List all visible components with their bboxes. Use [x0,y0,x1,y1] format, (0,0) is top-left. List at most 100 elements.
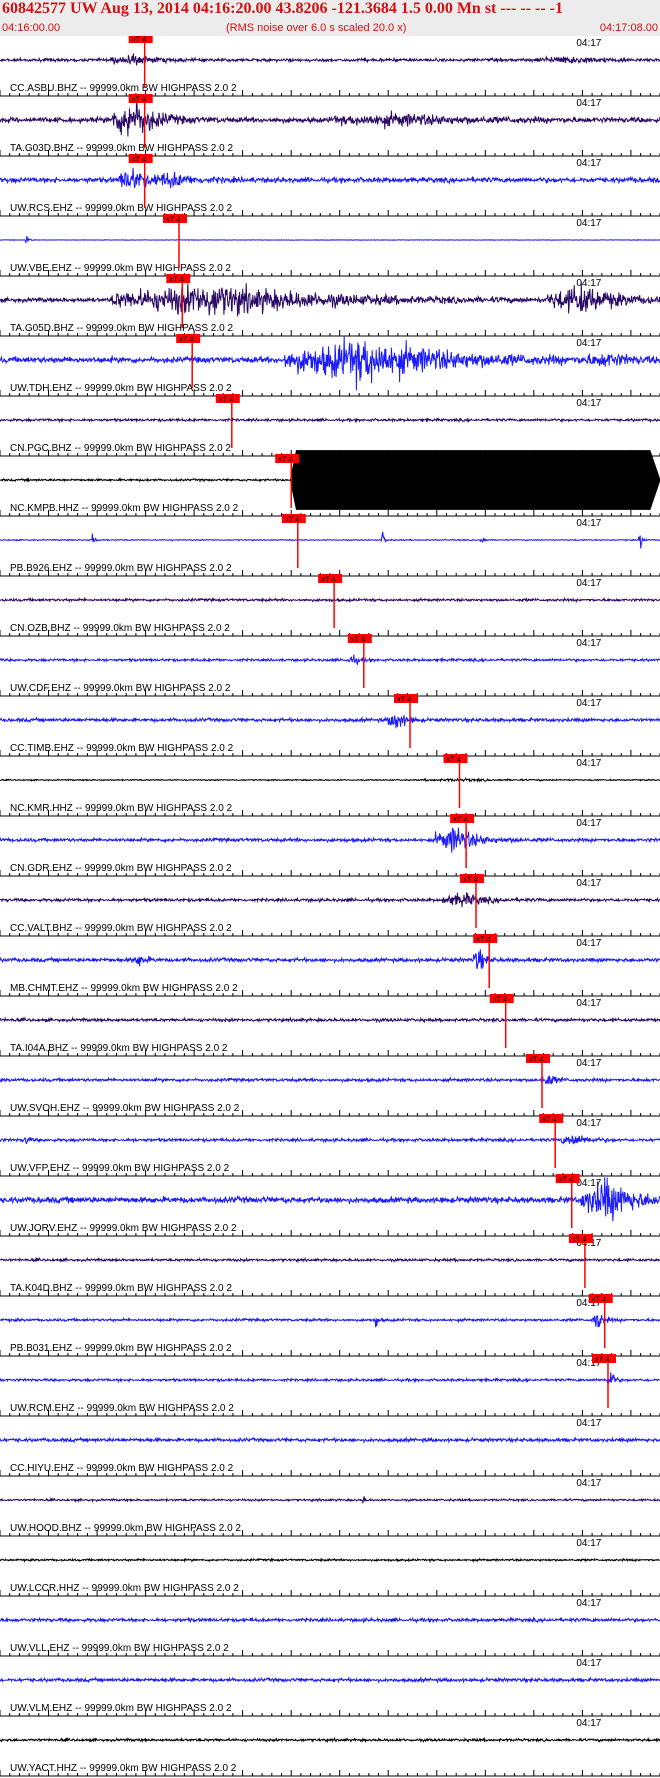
pick-label: xT 4 [179,335,193,344]
time-ticks [0,1050,660,1056]
minute-tick-label: 04:17 [576,1718,601,1729]
pick-flag [128,154,153,163]
pick-label: xT 4 [542,1115,556,1124]
station-label: PB.B926.EHZ -- 99999.0km BW HIGHPASS 2.0… [10,563,232,574]
start-time: 04:16:00.00 [2,22,61,34]
waveform-trace [0,949,660,970]
event-title: 60842577 UW Aug 13, 2014 04:16:20.00 43.… [2,0,563,17]
station-label: UW.JORV.EHZ -- 99999.0km BW HIGHPASS 2.0… [10,1223,237,1234]
pick-flag [555,1174,580,1183]
pick-label: xT 4 [529,1055,543,1064]
station-label: UW.RCS.EHZ -- 99999.0km BW HIGHPASS 2.0 … [10,203,233,214]
pick-label: xT 4 [321,575,335,584]
minute-tick-label: 04:17 [576,1598,601,1609]
minute-tick-label: 04:17 [576,338,601,349]
pick-label: xT 4 [476,935,490,944]
saturated-signal-block [289,450,660,510]
station-label: CC.ASBU.BHZ -- 99999.0km BW HIGHPASS 2.0… [10,83,237,94]
pick-label: xT 4 [285,515,299,524]
pick-flag [489,994,514,1003]
pick-flag [588,1294,613,1303]
station-label: UW.VLL.EHZ -- 99999.0km BW HIGHPASS 2.0 … [10,1643,229,1654]
pick-flag [166,274,191,283]
time-ticks [0,1770,660,1776]
minute-tick-label: 04:17 [576,278,601,289]
pick-flag [592,1354,616,1363]
pick-flag [443,754,468,763]
waveform-trace [0,1372,660,1384]
pick-flag [460,874,484,883]
minute-tick-label: 04:17 [576,998,601,1009]
pick-flag [539,1114,564,1123]
pick-flag [347,634,372,643]
header-bar: 60842577 UW Aug 13, 2014 04:16:20.00 43.… [0,0,660,36]
minute-tick-label: 04:17 [576,1658,601,1669]
station-label: UW.TDH.EHZ -- 99999.0km BW HIGHPASS 2.0 … [10,383,232,394]
time-ticks [0,1650,660,1656]
minute-tick-label: 04:17 [576,38,601,49]
station-label: CN.OZB.BHZ -- 99999.0km BW HIGHPASS 2.0 … [10,623,230,634]
waveform-trace [0,416,660,424]
waveform-trace [0,1616,660,1624]
time-ticks [0,570,660,576]
station-label: UW.LCCR.HHZ -- 99999.0km BW HIGHPASS 2.0… [10,1583,239,1594]
pick-flag [568,1234,593,1243]
time-ticks [0,510,660,516]
minute-tick-label: 04:17 [576,1358,601,1369]
minute-tick-label: 04:17 [576,1118,601,1129]
minute-tick-label: 04:17 [576,578,601,589]
pick-label: xT 4 [592,1295,606,1304]
waveform-trace [0,530,660,549]
minute-tick-label: 04:17 [576,938,601,949]
pick-flag [394,694,418,703]
station-label: CC.VALT.BHZ -- 99999.0km BW HIGHPASS 2.0… [10,923,232,934]
time-ticks [0,1170,660,1176]
waveform-trace [0,1177,660,1222]
waveform-trace [0,53,660,66]
waveform-trace [0,1256,660,1264]
station-label: CC.HIYU.EHZ -- 99999.0km BW HIGHPASS 2.0… [10,1463,234,1474]
pick-label: xT 4 [351,635,365,644]
minute-tick-label: 04:17 [576,98,601,109]
pick-label: xT 4 [572,1235,586,1244]
pick-label: xT 4 [559,1175,573,1184]
pick-label: xT 4 [132,155,146,164]
pick-label: xT 4 [278,455,292,464]
waveform-trace [0,777,660,783]
minute-tick-label: 04:17 [576,818,601,829]
pick-label: xT 4 [493,995,507,1004]
pick-flag [215,394,240,403]
station-label: CC.TIMB.EHZ -- 99999.0km BW HIGHPASS 2.0… [10,743,234,754]
time-ticks [0,210,660,216]
waveform-trace [0,596,660,604]
station-label: TA.G03D.BHZ -- 99999.0km BW HIGHPASS 2.0… [10,143,233,154]
station-label: TA.K04D.BHZ -- 99999.0km BW HIGHPASS 2.0… [10,1283,232,1294]
pick-label: xT 4 [219,395,233,404]
waveform-trace [0,1675,660,1684]
waveform-trace [0,1074,660,1085]
station-label: TA.G05D.BHZ -- 99999.0km BW HIGHPASS 2.0… [10,323,233,334]
time-ticks [0,690,660,696]
minute-tick-label: 04:17 [576,1238,601,1249]
time-ticks [0,990,660,996]
time-ticks [0,1590,660,1596]
station-label: PB.B031.EHZ -- 99999.0km BW HIGHPASS 2.0… [10,1343,232,1354]
rms-note: (RMS noise over 6.0 s scaled 20.0 x) [226,22,407,34]
pick-flag [473,934,498,943]
minute-tick-label: 04:17 [576,878,601,889]
pick-flag [526,1054,550,1063]
station-label: NC.KMPB.HHZ -- 99999.0km BW HIGHPASS 2.0… [10,503,239,514]
pick-label: xT 4 [132,36,146,44]
station-label: UW.YACT.HHZ -- 99999.0km BW HIGHPASS 2.0… [10,1763,237,1774]
time-ticks [0,150,660,156]
waveform-trace [0,654,660,665]
time-ticks [0,1710,660,1716]
waveform-trace [0,1314,660,1328]
time-ticks [0,1470,660,1476]
waveform-trace [0,1016,660,1024]
waveform-trace [0,281,660,317]
pick-flag [275,454,300,463]
minute-tick-label: 04:17 [576,1538,601,1549]
waveform-trace [0,167,660,189]
waveform-trace [0,892,660,908]
